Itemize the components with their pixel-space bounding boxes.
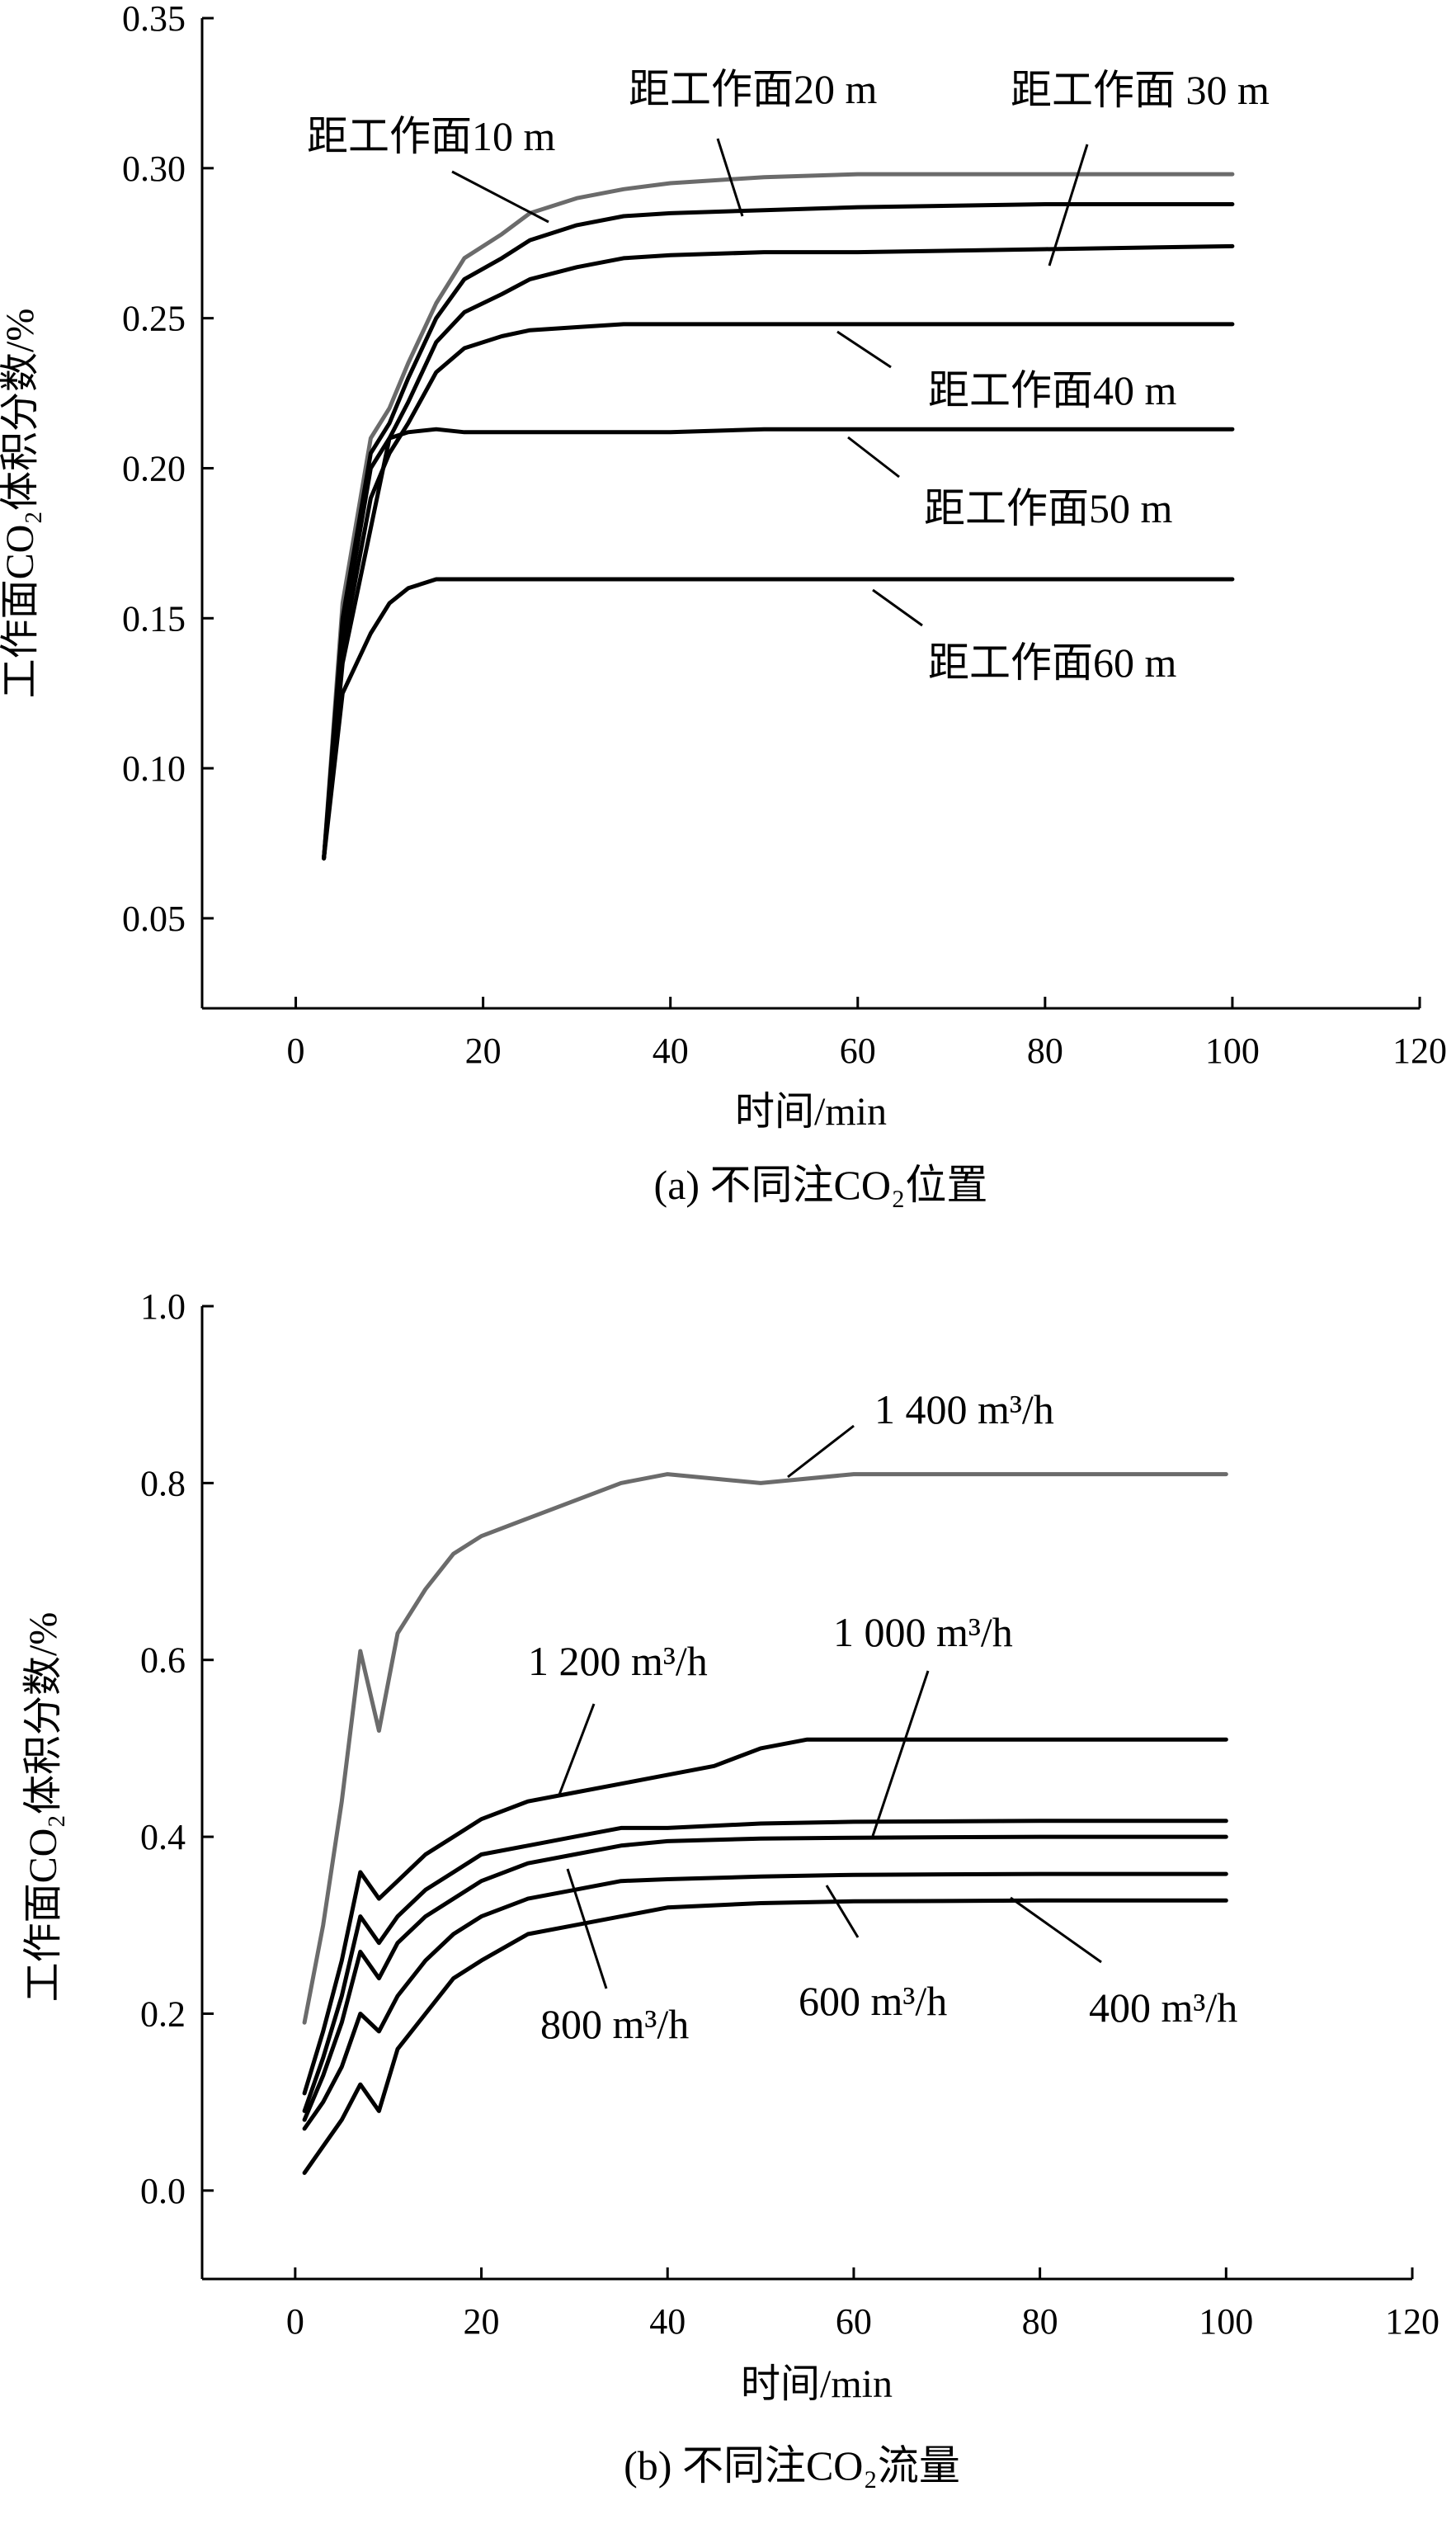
annotation-b-800: 800 m³/h [540,2001,689,2047]
leader-a-10m [451,170,549,224]
y-tick-label: 0.0 [140,2171,186,2211]
chart-a: 0.05 0.10 0.15 0.20 0.25 0.30 0.35 0 20 40 60 80 10… [0,0,1447,1208]
x-tick-label: 40 [649,2301,686,2342]
chart-a-caption: (a) 不同注CO₂位置 [654,1162,988,1208]
annotation-b-400: 400 m³/h [1089,1984,1237,2031]
x-tick-label: 0 [287,1031,305,1071]
y-tick-label: 0.25 [122,299,186,339]
x-tick-label: 80 [1027,1031,1063,1071]
y-tick-label: 0.2 [140,1993,186,2034]
annotation-a-30m: 距工作面 30 m [1011,67,1270,113]
series-line-2 [322,202,1235,861]
annotation-b-1000: 1 000 m³/h [833,1609,1013,1655]
chart-a-x-ticks: 0 20 40 60 80 100 120 [287,997,1447,1071]
y-tick-label: 0.35 [122,0,186,39]
x-tick-label: 80 [1022,2301,1058,2342]
chart-b: 0.0 0.2 0.4 0.6 0.8 1.0 0 20 40 60 80 100 120 1 400… [21,1286,1440,2489]
leader-b-1400 [787,1424,855,1479]
chart-b-x-label: 时间/min [741,2362,893,2406]
series-line-1 [322,172,1235,861]
x-tick-label: 60 [836,2301,872,2342]
annotation-b-1400: 1 400 m³/h [874,1386,1054,1432]
chart-a-y-label: 工作面CO₂体积分数/% [0,309,42,699]
y-tick-label: 0.4 [140,1817,186,1857]
annotation-a-50m: 距工作面50 m [924,485,1172,531]
chart-b-caption: (b) 不同注CO₂流量 [624,2442,960,2489]
y-tick-label: 0.05 [122,899,186,939]
y-tick-label: 0.6 [140,1640,186,1681]
x-tick-label: 120 [1385,2301,1440,2342]
y-tick-label: 1.0 [140,1286,186,1327]
leader-b-600 [825,1885,860,1938]
leader-b-1000 [871,1670,930,1837]
x-tick-label: 100 [1199,2301,1253,2342]
series-line-2 [302,1737,1228,2096]
leader-b-800 [566,1868,608,1989]
series-line-3 [302,1819,1228,2113]
chart-a-series [322,172,1235,861]
series-line-6 [302,1898,1228,2175]
y-tick-label: 0.30 [122,149,186,189]
x-tick-label: 120 [1392,1031,1447,1071]
series-line-6 [322,577,1235,861]
chart-b-x-ticks: 0 20 40 60 80 100 120 [286,2267,1440,2342]
series-line-5 [322,427,1235,861]
leader-a-50m [847,436,900,479]
annotation-a-40m: 距工作面40 m [928,367,1176,413]
x-tick-label: 20 [464,2301,500,2342]
leader-a-60m [872,588,923,627]
leader-b-1200 [558,1703,596,1795]
y-tick-label: 0.20 [122,448,186,488]
annotation-b-600: 600 m³/h [799,1978,947,2024]
x-tick-label: 100 [1205,1031,1260,1071]
chart-a-x-label: 时间/min [735,1090,887,1134]
chart-b-y-label: 工作面CO₂体积分数/% [21,1612,65,2003]
chart-b-series [302,1472,1228,2175]
y-tick-label: 0.15 [122,598,186,639]
leader-a-30m [1048,144,1089,267]
leader-a-20m [716,138,744,217]
series-line-4 [302,1834,1228,2122]
annotation-b-1200: 1 200 m³/h [528,1638,708,1684]
chart-b-y-ticks: 0.0 0.2 0.4 0.6 0.8 1.0 [140,1286,214,2211]
series-line-5 [302,1871,1228,2131]
leader-a-40m [836,330,892,369]
x-tick-label: 20 [465,1031,502,1071]
series-line-3 [322,243,1235,861]
x-tick-label: 0 [286,2301,304,2342]
y-tick-label: 0.8 [140,1463,186,1503]
annotation-a-20m: 距工作面20 m [629,66,877,112]
y-tick-label: 0.10 [122,748,186,789]
chart-b-leaders [558,1424,1102,1989]
chart-a-leaders [451,138,1089,627]
annotation-a-10m: 距工作面10 m [307,113,555,159]
leader-b-400 [1010,1896,1102,1964]
series-line-1 [302,1472,1228,2025]
x-tick-label: 40 [653,1031,689,1071]
x-tick-label: 60 [840,1031,876,1071]
chart-a-y-ticks: 0.05 0.10 0.15 0.20 0.25 0.30 0.35 [122,0,214,939]
annotation-a-60m: 距工作面60 m [928,639,1176,686]
